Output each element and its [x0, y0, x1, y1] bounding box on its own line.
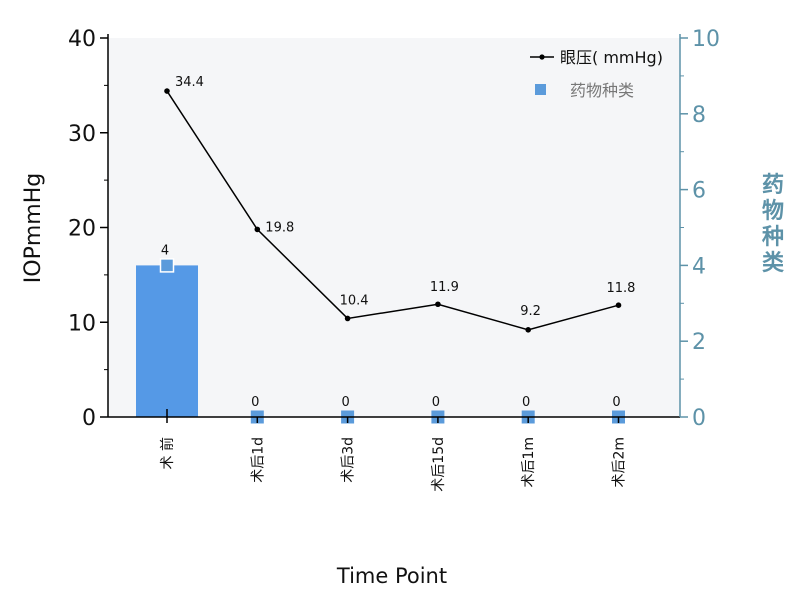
right-tick-label: 10 [692, 27, 720, 52]
right-tick-label: 0 [692, 406, 706, 431]
bar-marker [159, 258, 175, 273]
iop-point [164, 88, 170, 94]
x-category-label: 术后3d [341, 437, 357, 483]
right-axis-title-char: 药 [762, 173, 784, 198]
bar [136, 265, 198, 417]
iop-point [615, 302, 622, 308]
iop-value-label: 10.4 [340, 293, 369, 308]
legend-bar-swatch [535, 84, 546, 95]
plot-background [108, 38, 680, 417]
x-category-label: 术后1m [521, 437, 537, 488]
x-category-label: 术后1d [250, 437, 266, 483]
left-tick-label: 40 [68, 27, 96, 52]
iop-value-label: 11.8 [607, 281, 636, 296]
legend-bar-label: 药物种类 [570, 81, 634, 100]
bar-value-label: 0 [522, 395, 530, 410]
left-tick-label: 20 [68, 217, 96, 242]
right-tick-label: 2 [692, 330, 706, 355]
bar-value-label: 0 [251, 395, 259, 410]
right-axis-title-char: 种 [762, 225, 784, 250]
x-axis-title: Time Point [336, 564, 447, 588]
legend-line-marker [539, 54, 545, 60]
iop-value-label: 19.8 [265, 220, 294, 235]
right-tick-label: 8 [692, 103, 706, 128]
left-tick-label: 10 [68, 311, 96, 336]
x-category-label: 术后2m [612, 437, 628, 488]
iop-point [435, 301, 441, 308]
iop-point [525, 327, 531, 333]
iop-point [254, 226, 261, 233]
left-tick-label: 30 [68, 122, 96, 147]
x-category-label: 术后15d [431, 437, 447, 492]
bar-value-label: 0 [612, 395, 620, 410]
bar-value-label: 4 [161, 243, 169, 258]
right-tick-label: 6 [692, 179, 706, 204]
legend-line-label: 眼压( mmHg) [560, 48, 663, 67]
iop-point [344, 315, 351, 322]
iop-line [166, 90, 619, 331]
left-axis-title: IOPmmHg [21, 173, 46, 283]
right-axis-title-char: 类 [762, 251, 785, 276]
iop-value-label: 9.2 [520, 304, 541, 319]
x-category-label: 术 前 [159, 437, 176, 469]
bar-value-label: 0 [432, 395, 440, 410]
right-axis-title-char: 物 [762, 198, 784, 224]
right-tick-label: 4 [692, 254, 706, 279]
bar-value-label: 0 [341, 395, 349, 410]
left-tick-label: 0 [82, 406, 96, 431]
iop-value-label: 34.4 [175, 75, 204, 90]
iop-value-label: 11.9 [430, 280, 459, 295]
